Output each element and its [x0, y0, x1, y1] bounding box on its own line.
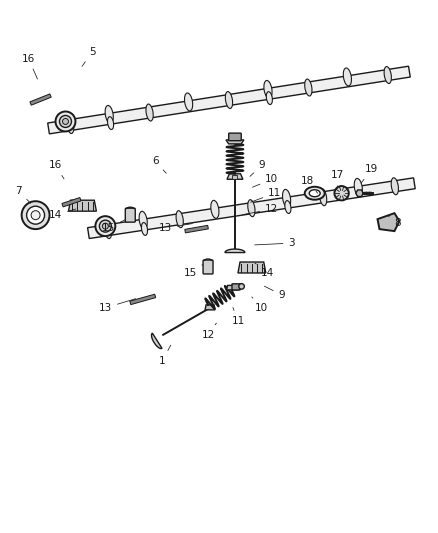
- Circle shape: [95, 216, 115, 236]
- Circle shape: [60, 116, 71, 127]
- Polygon shape: [30, 94, 51, 105]
- Text: 19: 19: [361, 164, 378, 183]
- Text: 13: 13: [159, 223, 192, 233]
- Polygon shape: [68, 200, 96, 211]
- Text: 15: 15: [184, 264, 203, 278]
- Ellipse shape: [67, 117, 74, 133]
- Text: 13: 13: [99, 298, 136, 313]
- Polygon shape: [233, 175, 237, 179]
- Ellipse shape: [354, 179, 362, 196]
- Ellipse shape: [305, 79, 312, 96]
- Circle shape: [99, 220, 111, 232]
- Polygon shape: [225, 249, 245, 253]
- Polygon shape: [205, 305, 215, 310]
- Ellipse shape: [309, 190, 320, 197]
- Text: 9: 9: [265, 286, 285, 300]
- Text: 11: 11: [251, 188, 282, 202]
- Ellipse shape: [105, 106, 113, 124]
- Polygon shape: [185, 225, 208, 233]
- Polygon shape: [48, 66, 410, 134]
- Ellipse shape: [184, 93, 193, 111]
- Ellipse shape: [343, 68, 351, 86]
- Text: 10: 10: [252, 174, 279, 187]
- Text: 1: 1: [159, 345, 171, 366]
- Text: 14: 14: [49, 209, 76, 220]
- Text: 17: 17: [331, 170, 344, 189]
- Text: 8: 8: [388, 215, 401, 228]
- Ellipse shape: [211, 200, 219, 219]
- Ellipse shape: [248, 200, 255, 217]
- Text: 18: 18: [301, 176, 318, 193]
- Text: 10: 10: [252, 297, 268, 313]
- Text: 16: 16: [22, 54, 38, 79]
- Text: 12: 12: [243, 204, 279, 215]
- Ellipse shape: [305, 187, 325, 200]
- Ellipse shape: [384, 67, 392, 84]
- Circle shape: [63, 118, 68, 124]
- Ellipse shape: [266, 92, 272, 104]
- Circle shape: [239, 284, 244, 289]
- Polygon shape: [356, 190, 364, 197]
- Polygon shape: [88, 178, 415, 239]
- Text: 12: 12: [201, 323, 216, 340]
- Circle shape: [31, 211, 40, 220]
- Text: 14: 14: [255, 263, 275, 278]
- Polygon shape: [227, 174, 243, 179]
- Ellipse shape: [225, 92, 233, 109]
- Text: 7: 7: [15, 186, 31, 203]
- Ellipse shape: [146, 104, 153, 121]
- FancyBboxPatch shape: [232, 284, 240, 290]
- Text: 6: 6: [152, 156, 166, 173]
- Polygon shape: [238, 262, 266, 273]
- FancyBboxPatch shape: [125, 208, 135, 222]
- Circle shape: [102, 223, 108, 229]
- FancyBboxPatch shape: [229, 133, 241, 141]
- Ellipse shape: [104, 222, 112, 239]
- Ellipse shape: [283, 189, 291, 207]
- Ellipse shape: [139, 211, 147, 229]
- Circle shape: [56, 111, 75, 132]
- Polygon shape: [378, 213, 399, 231]
- FancyBboxPatch shape: [203, 260, 213, 274]
- Text: 5: 5: [82, 47, 96, 67]
- Text: 3: 3: [254, 238, 295, 248]
- Ellipse shape: [285, 200, 291, 213]
- Polygon shape: [226, 140, 244, 144]
- Circle shape: [27, 206, 45, 224]
- Ellipse shape: [141, 223, 148, 236]
- Text: 9: 9: [250, 160, 265, 176]
- Text: 11: 11: [231, 308, 244, 326]
- Polygon shape: [62, 198, 81, 207]
- Ellipse shape: [176, 211, 184, 228]
- Text: 16: 16: [49, 160, 64, 179]
- Circle shape: [21, 201, 49, 229]
- Circle shape: [335, 186, 349, 200]
- Text: 15: 15: [102, 220, 126, 233]
- Polygon shape: [226, 285, 239, 290]
- Ellipse shape: [391, 178, 399, 195]
- Ellipse shape: [319, 189, 327, 206]
- Ellipse shape: [264, 80, 272, 99]
- Ellipse shape: [107, 117, 113, 130]
- Polygon shape: [130, 294, 155, 305]
- Polygon shape: [152, 333, 162, 349]
